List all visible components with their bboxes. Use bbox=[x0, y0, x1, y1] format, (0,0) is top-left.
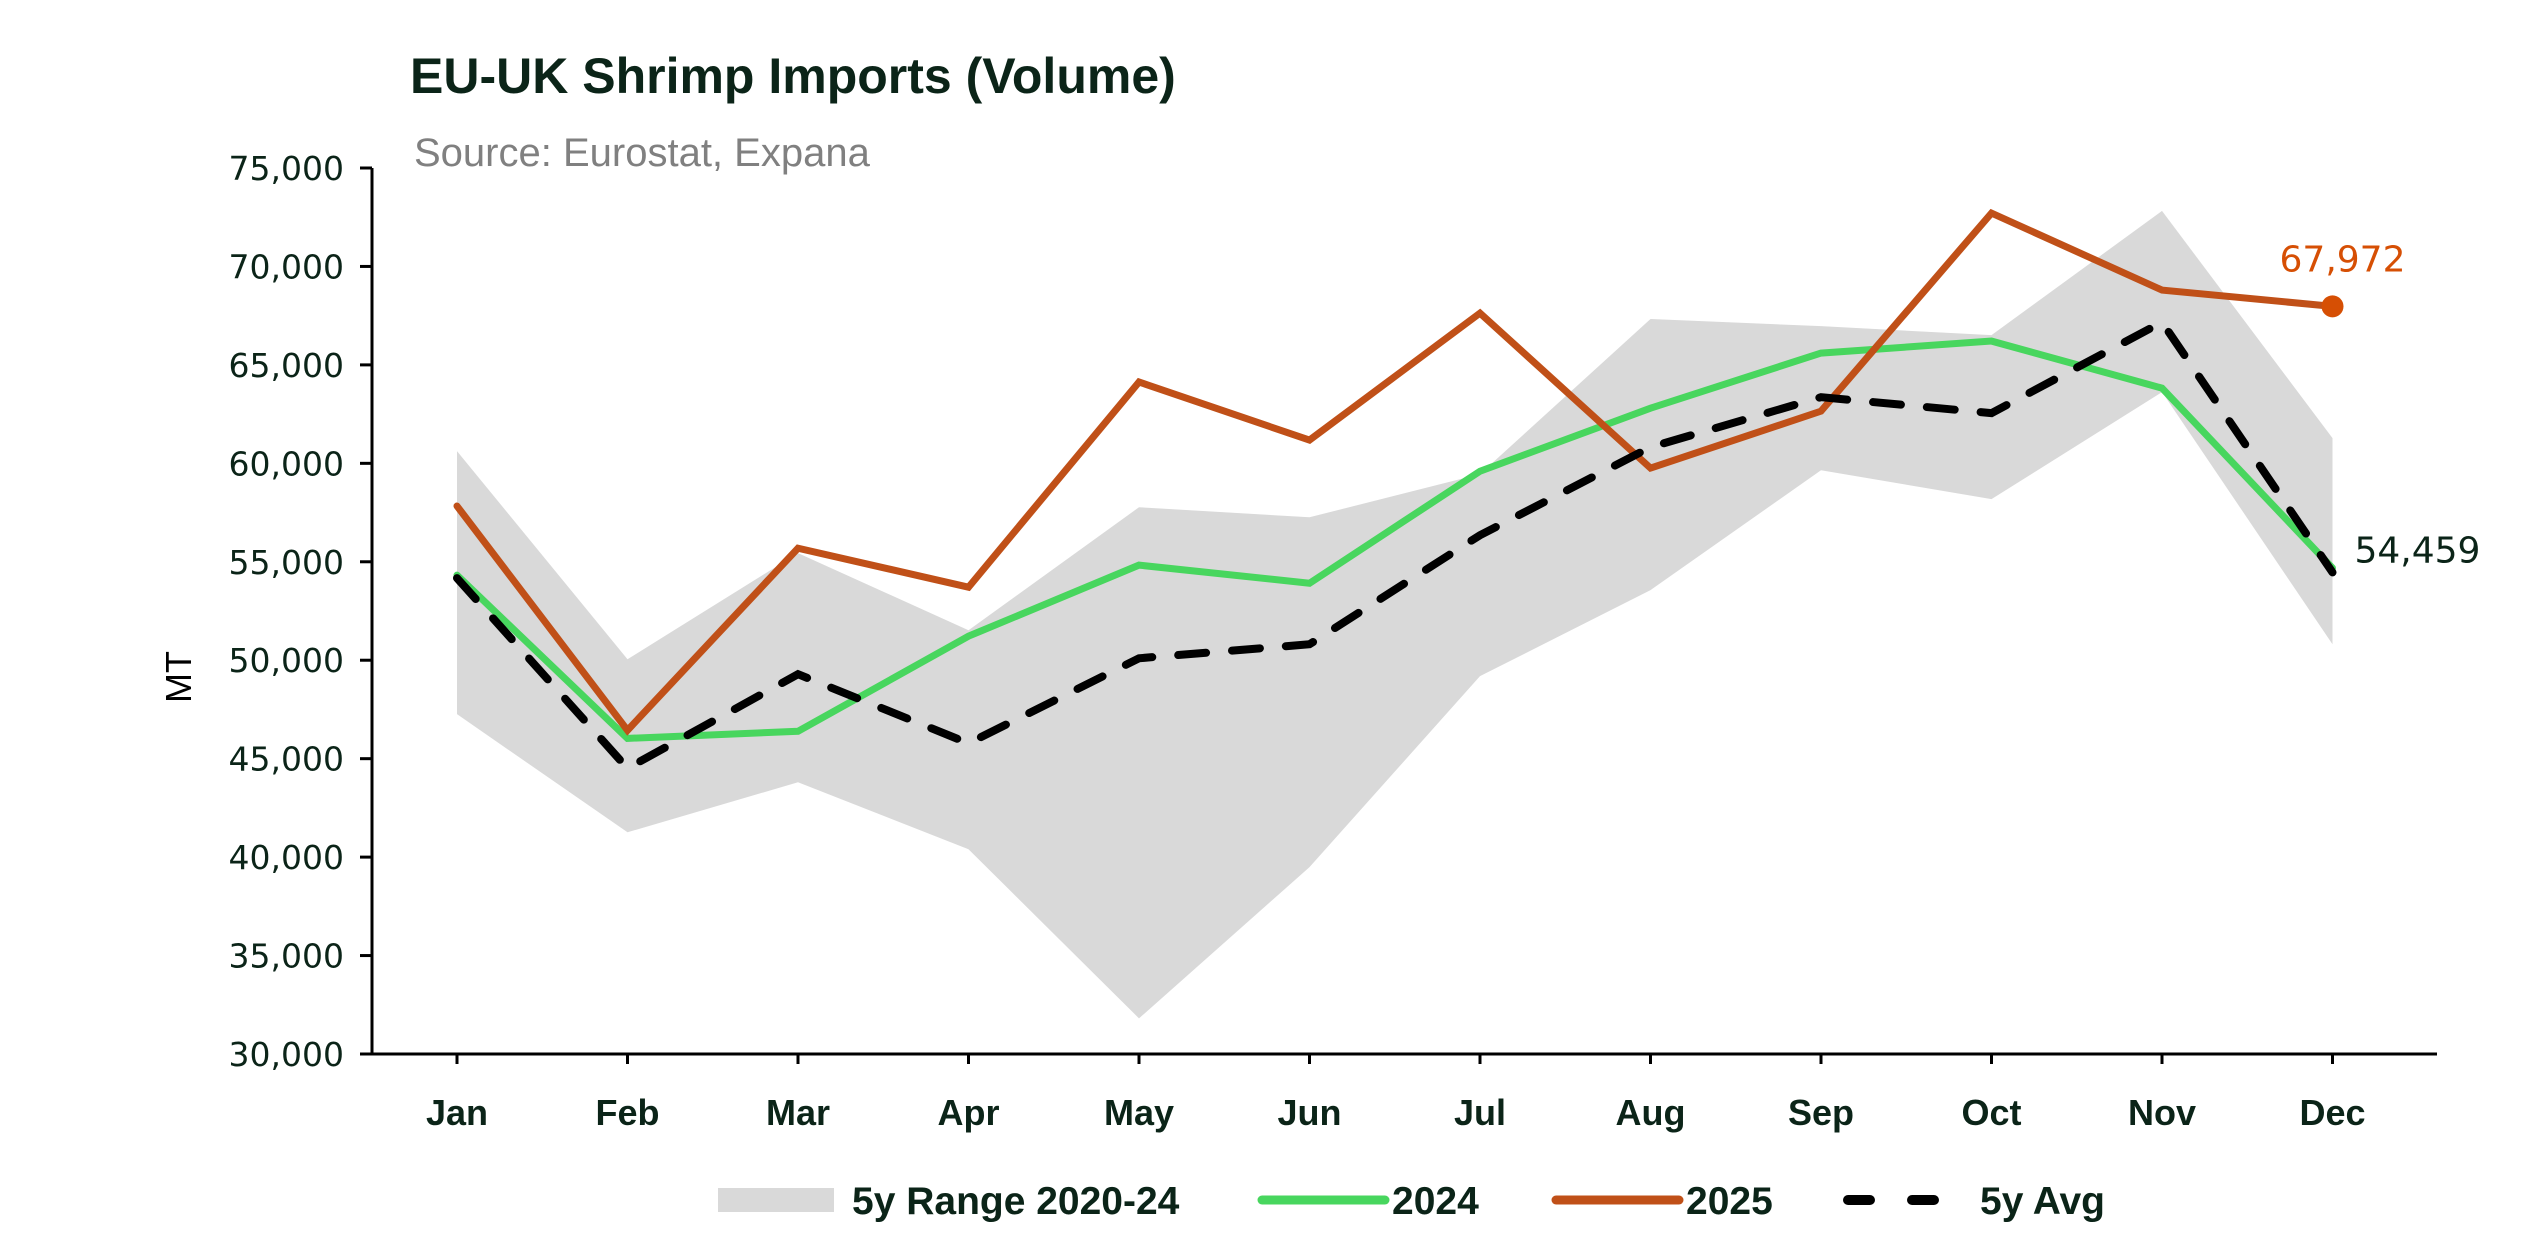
x-tick-label: Jul bbox=[1454, 1092, 1506, 1133]
x-axis-ticks: Jan Feb Mar Apr May Jun Jul Aug Sep Oct Nov Dec bbox=[426, 1054, 2366, 1133]
x-tick-label: Feb bbox=[595, 1092, 659, 1133]
x-tick-label: Aug bbox=[1616, 1092, 1686, 1133]
end-marker-2025 bbox=[2321, 295, 2344, 318]
series-line-2025 bbox=[453, 208, 2336, 736]
x-tick-label: Jun bbox=[1277, 1092, 1341, 1133]
legend-item: 5y Range 2020-24 bbox=[718, 1180, 1180, 1223]
y-tick-label: 50,000 bbox=[229, 641, 344, 680]
legend-item: 2025 bbox=[1551, 1180, 1773, 1223]
y-tick-label: 55,000 bbox=[229, 543, 344, 582]
x-tick-label: Oct bbox=[1961, 1092, 2021, 1133]
y-tick-label: 65,000 bbox=[229, 346, 344, 385]
data-label-5y-avg: 54,459 bbox=[2355, 530, 2481, 571]
y-tick-label: 45,000 bbox=[229, 740, 344, 779]
legend-item: 2024 bbox=[1257, 1180, 1479, 1223]
axes bbox=[360, 168, 2437, 1056]
y-tick-label: 30,000 bbox=[229, 1035, 344, 1074]
range-band-area bbox=[457, 210, 2333, 1019]
annotations: 67,972 54,459 bbox=[2280, 239, 2481, 571]
legend-swatch-band bbox=[718, 1188, 834, 1212]
x-tick-label: Mar bbox=[766, 1092, 830, 1133]
x-tick-label: May bbox=[1104, 1092, 1174, 1133]
legend-label: 2024 bbox=[1392, 1180, 1479, 1223]
y-tick-label: 35,000 bbox=[229, 937, 344, 976]
legend-label: 2025 bbox=[1686, 1180, 1773, 1223]
series-line-5y-avg bbox=[453, 316, 2337, 774]
y-tick-label: 40,000 bbox=[229, 838, 344, 877]
x-tick-label: Nov bbox=[2128, 1092, 2196, 1133]
range-band-layer bbox=[457, 210, 2333, 1019]
series-line-2024 bbox=[453, 337, 2336, 742]
x-tick-label: Apr bbox=[938, 1092, 1000, 1133]
chart-subtitle: Source: Eurostat, Expana bbox=[414, 131, 871, 175]
x-tick-label: Sep bbox=[1788, 1092, 1854, 1133]
series-layer bbox=[453, 208, 2344, 774]
legend-item: 5y Avg bbox=[1843, 1180, 2105, 1223]
legend-label: 5y Range 2020-24 bbox=[852, 1180, 1180, 1223]
y-tick-label: 70,000 bbox=[229, 247, 344, 286]
x-tick-label: Jan bbox=[426, 1092, 488, 1133]
legend: 5y Range 2020-24 2024 2025 5y Avg bbox=[718, 1180, 2105, 1223]
data-label-2025: 67,972 bbox=[2280, 239, 2406, 280]
y-tick-label: 60,000 bbox=[229, 444, 344, 483]
y-tick-label: 75,000 bbox=[229, 149, 344, 188]
legend-label: 5y Avg bbox=[1980, 1180, 2105, 1223]
x-tick-label: Dec bbox=[2299, 1092, 2365, 1133]
y-axis-title: MT bbox=[158, 651, 199, 703]
chart-title: EU-UK Shrimp Imports (Volume) bbox=[410, 48, 1176, 104]
y-axis-ticks: 30,000 35,000 40,000 45,000 50,000 55,000 60,0… bbox=[229, 149, 372, 1074]
